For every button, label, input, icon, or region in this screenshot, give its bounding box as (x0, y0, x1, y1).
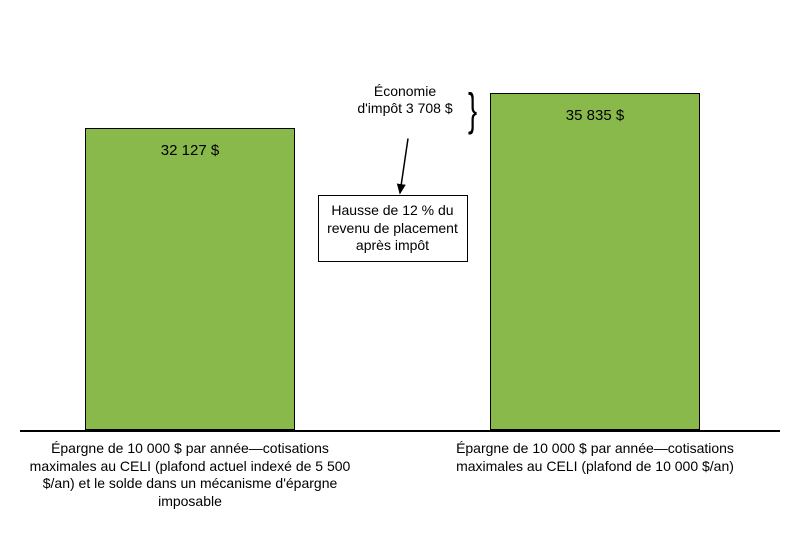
arrow-icon (0, 0, 800, 540)
bar-chart: 32 127 $Épargne de 10 000 $ par année—co… (0, 0, 800, 540)
